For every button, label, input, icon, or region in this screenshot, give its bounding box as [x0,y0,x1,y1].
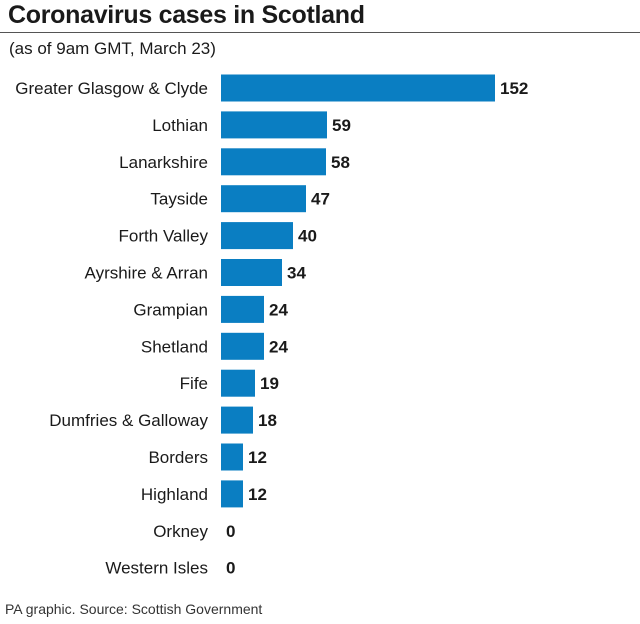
bar [221,222,293,250]
category-label: Dumfries & Galloway [49,411,208,430]
bar [221,295,264,323]
source-footer: PA graphic. Source: Scottish Government [5,601,263,617]
category-label: Lanarkshire [119,153,208,172]
bar [221,111,327,139]
category-label: Ayrshire & Arran [85,264,208,283]
category-label: Orkney [153,522,208,541]
value-label: 58 [331,153,350,172]
category-label: Lothian [152,116,208,135]
category-label: Western Isles [105,559,208,578]
bar [221,443,243,471]
category-label: Borders [148,448,208,467]
category-label: Forth Valley [119,227,209,246]
bar [221,480,243,508]
category-label: Highland [141,485,208,504]
bar [221,406,253,434]
value-label: 18 [258,411,277,430]
chart-subtitle: (as of 9am GMT, March 23) [9,39,216,58]
category-label: Fife [180,374,208,393]
value-label: 12 [248,448,267,467]
bar [221,332,264,360]
category-label: Tayside [150,190,208,209]
category-label: Greater Glasgow & Clyde [15,79,208,98]
bar [221,369,255,397]
bar [221,74,495,102]
bar [221,185,306,213]
value-label: 40 [298,227,317,246]
category-label: Grampian [133,300,208,319]
value-label: 152 [500,79,528,98]
chart-title: Coronavirus cases in Scotland [8,1,365,29]
value-label: 59 [332,116,351,135]
value-label: 34 [287,264,306,283]
bar [221,148,326,176]
value-label: 47 [311,190,330,209]
bar-chart: Greater Glasgow & Clyde 152 Lothian 59 Lanar… [15,74,528,578]
category-label: Shetland [141,337,208,356]
value-label: 0 [226,559,235,578]
title-divider [0,32,640,33]
bar [221,259,282,286]
value-label: 24 [269,300,288,319]
value-label: 0 [226,522,235,541]
value-label: 19 [260,374,279,393]
value-label: 24 [269,337,288,356]
value-label: 12 [248,485,267,504]
